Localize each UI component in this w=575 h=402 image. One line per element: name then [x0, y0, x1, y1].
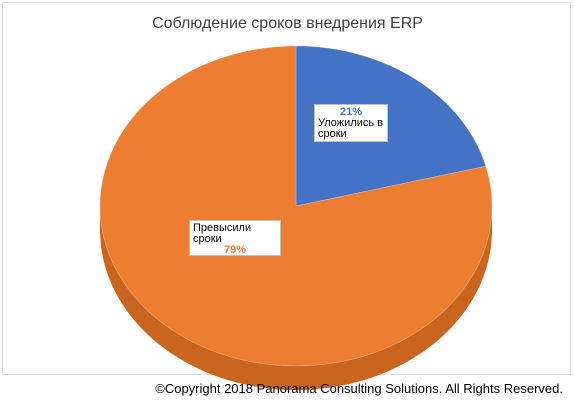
- chart-title: Соблюдение сроков внедрения ERP: [152, 15, 423, 32]
- data-label-on-time-name: Уложились в сроки: [318, 117, 383, 140]
- pie-slice-1: [99, 45, 493, 367]
- data-label-overdue-percent: 79%: [223, 244, 247, 256]
- data-label-on-time: 21% Уложились в сроки: [314, 104, 388, 142]
- copyright-text: ©Copyright 2018 Panorama Consulting Solu…: [155, 381, 563, 396]
- data-label-overdue: Превысили сроки 79%: [189, 220, 281, 256]
- data-label-on-time-percent: 21%: [339, 106, 363, 118]
- data-label-overdue-name: Превысили сроки: [193, 222, 252, 245]
- pie-slice-0: [295, 45, 487, 207]
